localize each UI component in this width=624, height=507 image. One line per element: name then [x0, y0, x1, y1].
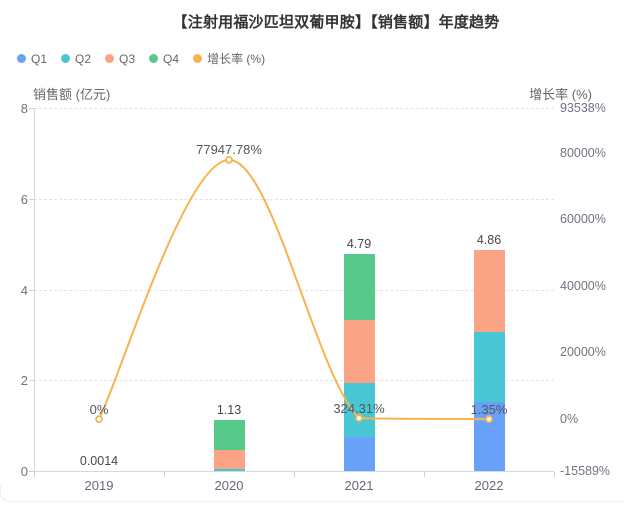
gridline: [34, 289, 554, 291]
legend-dot: [105, 54, 115, 63]
left-axis-tick-label: 6: [20, 191, 28, 207]
right-axis-tick-label: 40000%: [560, 278, 606, 293]
left-axis-tick: [29, 471, 34, 472]
left-axis-tick-label: 8: [20, 101, 28, 116]
legend-item-q1[interactable]: Q1: [17, 52, 47, 66]
right-axis-tick-label: 80000%: [560, 145, 606, 160]
growth-point-2020[interactable]: [225, 155, 233, 164]
legend-item-label: Q4: [163, 51, 180, 66]
bar-total-label: 0.0014: [79, 453, 119, 468]
growth-point-label: 1.35%: [470, 401, 508, 417]
bar-segment-2021-q3[interactable]: [343, 320, 375, 383]
gridline: [34, 380, 554, 382]
growth-line[interactable]: [98, 158, 490, 421]
left-axis-tick: [29, 289, 34, 291]
left-axis-tick-label: 4: [20, 282, 28, 298]
legend-dot: [17, 54, 26, 63]
x-axis-line: [34, 471, 554, 472]
bar-segment-2021-q2[interactable]: [343, 382, 375, 437]
left-axis-line: [34, 108, 35, 471]
left-axis-tick-label: 2: [20, 373, 28, 389]
legend-item-label: 增长率 (%): [207, 52, 266, 66]
bar-segment-2022-q1[interactable]: [473, 401, 505, 471]
right-axis-tick-label: 0%: [560, 411, 579, 426]
bar-segment-2021-q1[interactable]: [343, 436, 375, 471]
x-axis-label: 2021: [344, 478, 374, 493]
right-axis-tick-label: 60000%: [560, 212, 606, 227]
right-axis-tick-label: 20000%: [560, 345, 606, 360]
growth-point-label: 324.31%: [333, 400, 385, 416]
legend: Q1 Q2 Q3 Q4 增长率 (%): [17, 50, 265, 67]
growth-point-label: 0%: [89, 401, 109, 417]
left-axis-name: 销售额 (亿元): [33, 87, 111, 102]
bar-segment-2022-q2[interactable]: [473, 332, 505, 402]
x-axis-label: 2020: [214, 478, 244, 493]
x-axis-tick: [294, 472, 295, 477]
bar-segment-2021-q4[interactable]: [343, 253, 375, 321]
bar-total-label: 4.86: [476, 233, 502, 248]
legend-item-label: Q3: [119, 51, 136, 66]
legend-dot: [61, 54, 71, 63]
legend-item-q3[interactable]: Q3: [105, 52, 135, 66]
right-axis-tick-label: -15589%: [560, 463, 611, 478]
growth-point-2022[interactable]: [485, 415, 493, 424]
legend-dot: [193, 54, 203, 63]
gridline: [34, 198, 554, 200]
x-axis-tick: [34, 472, 35, 477]
bar-segment-2020-q3[interactable]: [213, 449, 245, 470]
x-axis-tick: [554, 472, 555, 477]
x-axis-label: 2022: [474, 478, 504, 493]
left-axis-tick: [29, 108, 34, 109]
left-axis-tick: [29, 380, 34, 382]
x-axis-tick: [424, 472, 425, 477]
chart-title: 【注射用福沙匹坦双葡甲胺】【销售额】年度趋势: [172, 14, 500, 31]
legend-item-label: Q2: [75, 51, 92, 66]
growth-point-2021[interactable]: [355, 414, 363, 422]
legend-item-q4[interactable]: Q4: [149, 52, 179, 66]
bar-segment-2022-q3[interactable]: [473, 250, 505, 333]
bar-total-label: 4.79: [346, 236, 372, 251]
legend-dot: [149, 54, 159, 63]
bar-segment-2020-q2[interactable]: [213, 469, 245, 471]
bar-segment-2020-q4[interactable]: [213, 419, 245, 450]
right-axis-tick-label: 93538%: [560, 100, 606, 115]
right-axis-name: 增长率 (%): [529, 87, 592, 102]
bar-total-label: 1.13: [216, 402, 242, 417]
left-axis-tick: [29, 198, 34, 200]
growth-point-label: 77947.78%: [196, 142, 262, 158]
growth-point-2019[interactable]: [95, 415, 103, 424]
x-axis-tick: [164, 472, 165, 477]
left-axis-tick-label: 0: [20, 464, 28, 479]
legend-item-growth[interactable]: 增长率 (%): [193, 50, 265, 67]
x-axis-label: 2019: [84, 478, 114, 493]
gridline: [34, 108, 554, 109]
legend-item-q2[interactable]: Q2: [61, 52, 91, 66]
legend-item-label: Q1: [31, 51, 48, 66]
